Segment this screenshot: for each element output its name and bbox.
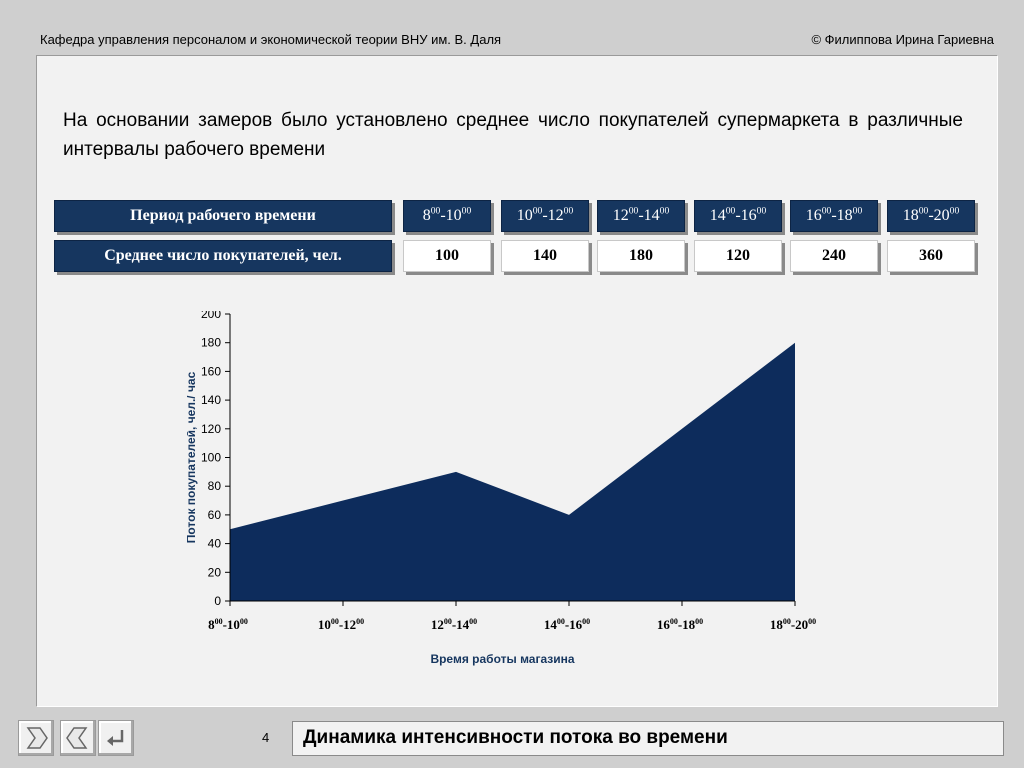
- time-minutes: 00: [725, 205, 736, 217]
- x-tick-label-part: 00: [240, 617, 248, 626]
- x-tick-label-part: 10: [318, 617, 331, 632]
- value-cell: 180: [597, 240, 685, 272]
- x-tick-label-part: 16: [657, 617, 671, 632]
- x-tick-label-part: 00: [215, 617, 223, 626]
- next-slide-button[interactable]: [18, 720, 54, 756]
- time-minutes: 00: [563, 205, 574, 217]
- y-tick-label: 60: [208, 508, 222, 522]
- y-tick-label: 0: [214, 594, 221, 608]
- value-cell: 100: [403, 240, 491, 272]
- page-number: 4: [262, 730, 270, 745]
- time-hour: 12: [612, 207, 629, 224]
- time-minutes: 00: [918, 205, 929, 217]
- y-tick-label: 20: [208, 565, 222, 579]
- intro-text: На основании замеров было установлено ср…: [63, 110, 963, 160]
- footer-title-bar: Динамика интенсивности потока во времени: [292, 721, 1004, 756]
- y-tick-label: 80: [208, 479, 222, 493]
- time-hour: -16: [735, 207, 757, 224]
- x-tick-label: 1800-2000: [770, 617, 816, 632]
- x-tick-label-part: 00: [557, 617, 565, 626]
- x-tick-label-part: 00: [582, 617, 590, 626]
- y-tick-label: 200: [201, 311, 221, 321]
- time-minutes: 00: [532, 205, 543, 217]
- time-hour: -12: [542, 207, 564, 224]
- y-tick-label: 160: [201, 364, 221, 378]
- x-tick-label: 1000-1200: [318, 617, 364, 632]
- period-cell: 1000-1200: [501, 200, 589, 232]
- table-row2-label: Среднее число покупателей, чел.: [54, 240, 392, 272]
- x-tick-label-part: 8: [208, 617, 215, 632]
- next-icon: [26, 727, 48, 749]
- time-hour: 18: [902, 207, 919, 224]
- time-hour: 14: [709, 207, 726, 224]
- period-cell: 1600-1800: [790, 200, 878, 232]
- x-tick-label-part: 00: [444, 617, 452, 626]
- prev-slide-button[interactable]: [60, 720, 96, 756]
- x-tick-label: 1600-1800: [657, 617, 703, 632]
- value-cell: 120: [694, 240, 782, 272]
- x-tick-label-part: 00: [695, 617, 703, 626]
- x-axis-label: Время работы магазина: [430, 652, 574, 666]
- x-tick-label-part: 00: [783, 617, 791, 626]
- time-minutes: 00: [821, 205, 832, 217]
- time-minutes: 00: [949, 205, 960, 217]
- time-minutes: 00: [461, 205, 472, 217]
- period-cell: 1400-1600: [694, 200, 782, 232]
- header-right-text: © Филиппова Ирина Гариевна: [811, 32, 994, 47]
- time-hour: 10: [516, 207, 533, 224]
- x-tick-label-part: -10: [223, 617, 240, 632]
- value-cell: 360: [887, 240, 975, 272]
- time-minutes: 00: [659, 205, 670, 217]
- x-tick-label-part: 00: [331, 617, 339, 626]
- period-cell: 1800-2000: [887, 200, 975, 232]
- header-left-text: Кафедра управления персоналом и экономич…: [40, 32, 502, 47]
- y-tick-label: 140: [201, 393, 221, 407]
- time-hour: 8: [422, 207, 431, 224]
- x-tick-label-part: -20: [791, 617, 808, 632]
- x-tick-label-part: -16: [565, 617, 583, 632]
- time-hour: 16: [805, 207, 822, 224]
- y-tick-label: 100: [201, 451, 221, 465]
- return-icon: [107, 730, 124, 746]
- y-tick-label: 40: [208, 537, 222, 551]
- x-tick-label: 800-1000: [208, 617, 248, 632]
- value-cell: 240: [790, 240, 878, 272]
- y-tick-label: 180: [201, 336, 221, 350]
- time-hour: -10: [440, 207, 462, 224]
- x-tick-label-part: 18: [770, 617, 784, 632]
- x-tick-label-part: -12: [339, 617, 356, 632]
- time-minutes: 00: [430, 205, 441, 217]
- x-tick-label-part: 00: [808, 617, 816, 626]
- time-minutes: 00: [756, 205, 767, 217]
- x-tick-label: 1400-1600: [544, 617, 590, 632]
- time-hour: -18: [831, 207, 853, 224]
- area-series: [230, 342, 795, 601]
- prev-icon: [66, 727, 88, 749]
- time-minutes: 00: [852, 205, 863, 217]
- x-tick-label-part: -18: [678, 617, 696, 632]
- x-tick-label-part: 14: [544, 617, 558, 632]
- period-cell: 1200-1400: [597, 200, 685, 232]
- x-tick-label-part: -14: [452, 617, 470, 632]
- x-tick-label-part: 00: [356, 617, 364, 626]
- value-cell: 140: [501, 240, 589, 272]
- x-tick-label-part: 00: [469, 617, 477, 626]
- x-tick-label-part: 12: [431, 617, 444, 632]
- return-button[interactable]: [98, 720, 134, 756]
- slide-panel: На основании замеров было установлено ср…: [36, 55, 998, 707]
- table-row1-label: Период рабочего времени: [54, 200, 392, 232]
- y-axis-label: Поток покупателей, чел./ час: [187, 371, 198, 543]
- footer-title: Динамика интенсивности потока во времени: [303, 727, 728, 748]
- time-hour: -20: [928, 207, 950, 224]
- time-minutes: 00: [628, 205, 639, 217]
- x-tick-label: 1200-1400: [431, 617, 477, 632]
- period-cell: 800-1000: [403, 200, 491, 232]
- y-tick-label: 120: [201, 422, 221, 436]
- x-tick-label-part: 00: [670, 617, 678, 626]
- time-hour: -14: [638, 207, 660, 224]
